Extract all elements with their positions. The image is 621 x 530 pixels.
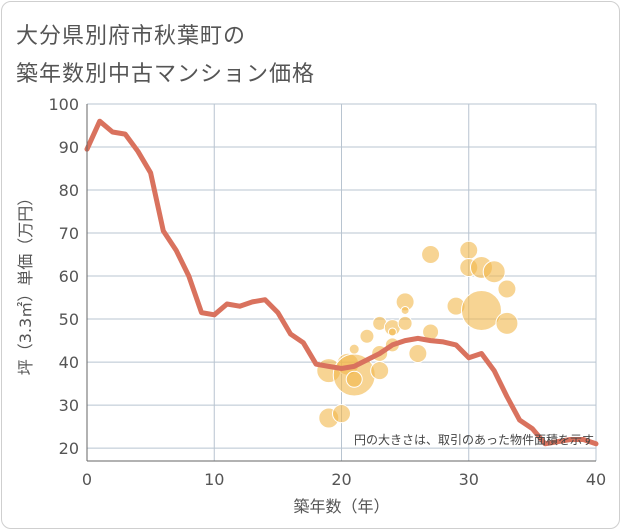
- trend-series: [84, 118, 599, 447]
- y-tick-label: 90: [59, 138, 79, 157]
- bubble-point: [345, 370, 363, 388]
- bubble-point: [387, 327, 397, 337]
- y-tick-label: 50: [59, 310, 79, 329]
- bubble-point: [408, 343, 428, 363]
- bubble-series: [316, 240, 519, 429]
- bubble-point: [482, 260, 506, 284]
- y-tick-label: 30: [59, 396, 79, 415]
- x-tick-label: 40: [586, 470, 606, 489]
- chart-note: 円の大きさは、取引のあった物件面積を示す: [354, 432, 594, 447]
- x-tick-label: 20: [331, 470, 351, 489]
- x-axis-label: 築年数（年）: [293, 497, 389, 516]
- y-tick-label: 40: [59, 353, 79, 372]
- x-tick-label: 10: [204, 470, 224, 489]
- y-tick-label: 20: [59, 439, 79, 458]
- trend-line: [84, 118, 599, 447]
- y-tick-label: 60: [59, 267, 79, 286]
- bubble-point: [495, 311, 519, 335]
- bubble-point: [421, 245, 441, 265]
- bubble-point: [359, 328, 375, 344]
- axes: 0 10 20 30 40 20 30 40 50 60 70 80 90 100: [48, 95, 606, 489]
- bubble-point: [497, 279, 517, 299]
- y-axis-label: 坪（3.3㎡）単価（万円）: [16, 190, 35, 375]
- bubble-point: [400, 305, 410, 315]
- x-tick-label: 30: [459, 470, 479, 489]
- bubble-point: [460, 289, 502, 331]
- bubble-point: [459, 240, 479, 260]
- bubble-point: [397, 315, 413, 331]
- bubble-point: [370, 361, 390, 381]
- y-tick-label: 80: [59, 181, 79, 200]
- chart-title-line2: 築年数別中古マンション価格: [16, 62, 316, 87]
- chart-title-line1: 大分県別府市秋葉町の: [16, 24, 247, 49]
- y-tick-label: 100: [48, 95, 79, 114]
- bubble-point: [348, 343, 360, 355]
- x-tick-label: 0: [82, 470, 92, 489]
- y-tick-label: 70: [59, 224, 79, 243]
- bubble-point: [332, 404, 351, 424]
